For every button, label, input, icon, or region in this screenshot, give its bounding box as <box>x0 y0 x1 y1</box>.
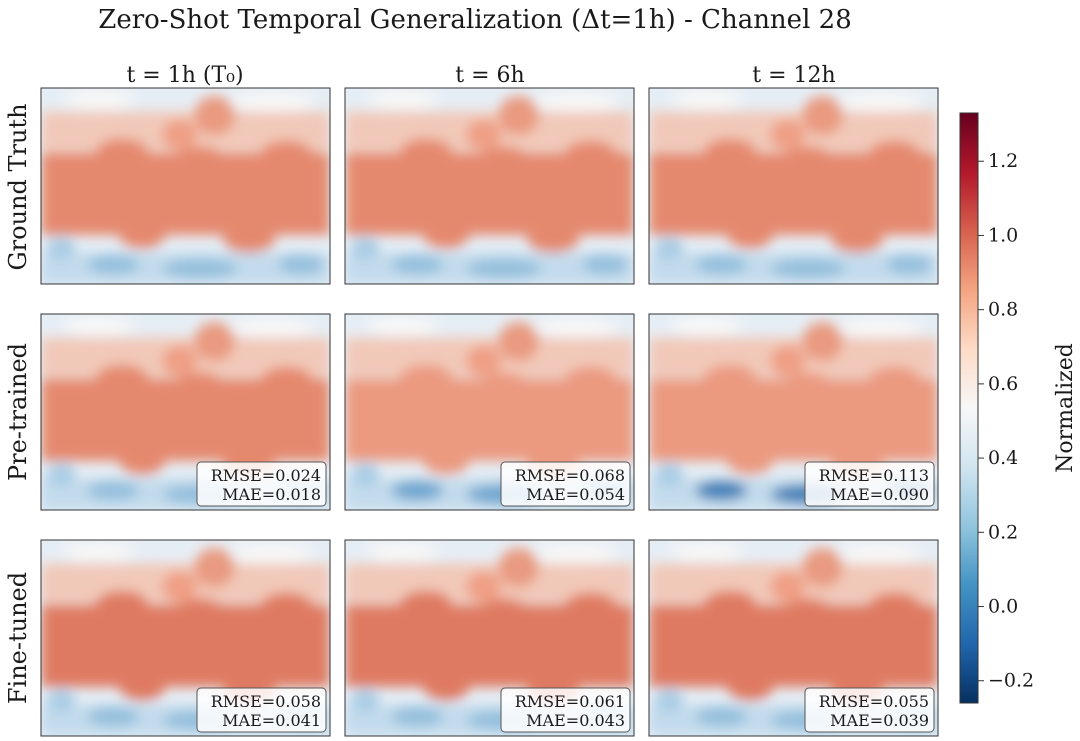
colorbar-tick-label: 0.4 <box>988 447 1018 469</box>
column-header-1: t = 1h (T₀) <box>126 63 243 88</box>
heatmap-grid: RMSE=0.024MAE=0.018RMSE=0.068MAE=0.054RM… <box>40 87 939 737</box>
panel-frame <box>648 539 939 737</box>
mae-label: MAE=0.039 <box>830 711 929 730</box>
panel-frame <box>344 313 635 511</box>
metrics-box <box>196 461 327 507</box>
rmse-label: RMSE=0.068 <box>515 466 625 485</box>
metrics-box <box>804 461 935 507</box>
colorbar-tick-label: 0.8 <box>988 299 1018 321</box>
colorbar-tick-label: 0.0 <box>988 596 1018 618</box>
mae-label: MAE=0.043 <box>526 711 625 730</box>
panel-frame <box>40 313 331 511</box>
rmse-label: RMSE=0.024 <box>211 466 321 485</box>
rmse-label: RMSE=0.055 <box>819 692 929 711</box>
metrics-box <box>500 687 631 733</box>
colorbar-tick-label: −0.2 <box>988 670 1034 692</box>
column-header-2: t = 6h <box>455 63 524 88</box>
mae-label: MAE=0.054 <box>526 485 625 504</box>
colorbar-tick-label: 1.2 <box>988 150 1018 172</box>
panel-frame <box>648 87 939 285</box>
heatmap-panel <box>344 87 635 285</box>
mae-label: MAE=0.018 <box>222 485 321 504</box>
heatmap-panel <box>648 87 939 285</box>
column-header-3: t = 12h <box>752 63 835 88</box>
colorbar-tick-label: 1.0 <box>988 224 1018 246</box>
metrics-box <box>500 461 631 507</box>
panel-frame <box>40 87 331 285</box>
rmse-label: RMSE=0.058 <box>211 692 321 711</box>
metrics-box <box>804 687 935 733</box>
colorbar <box>959 112 979 704</box>
row-label-2: Pre-trained <box>4 343 32 481</box>
mae-label: MAE=0.090 <box>830 485 929 504</box>
mae-label: MAE=0.041 <box>222 711 321 730</box>
colorbar-tick-label: 0.2 <box>988 521 1018 543</box>
row-label-3: Fine-tuned <box>4 572 32 704</box>
row-label-1: Ground Truth <box>4 103 32 270</box>
heatmap-panel <box>40 87 331 285</box>
rmse-label: RMSE=0.113 <box>819 466 929 485</box>
rmse-label: RMSE=0.061 <box>515 692 625 711</box>
panel-frame <box>344 87 635 285</box>
colorbar-ticks: −0.2 0.0 0.2 0.4 0.6 0.8 1.0 1.2 <box>978 150 1034 692</box>
metrics-box <box>196 687 327 733</box>
colorbar-tick-label: 0.6 <box>988 373 1018 395</box>
panel-frame <box>40 539 331 737</box>
colorbar-label: Normalized <box>1053 343 1078 473</box>
chart-title: Zero-Shot Temporal Generalization (Δt=1h… <box>98 5 851 35</box>
panel-frame <box>648 313 939 511</box>
panel-frame <box>344 539 635 737</box>
